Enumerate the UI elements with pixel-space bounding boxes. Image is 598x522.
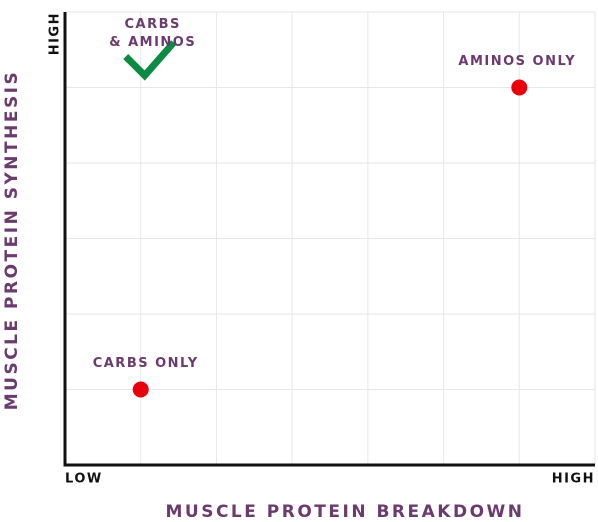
point xyxy=(511,79,528,96)
x-tick-label: HIGH xyxy=(552,472,595,487)
x-axis-title: MUSCLE PROTEIN BREAKDOWN xyxy=(165,502,524,522)
y-tick-label: HIGH xyxy=(48,12,63,55)
y-axis-title: MUSCLE PROTEIN SYNTHESIS xyxy=(2,70,22,411)
point xyxy=(132,381,149,398)
check-mark xyxy=(123,40,177,81)
point-label: & AMINOS xyxy=(109,35,196,50)
point-label: CARBS ONLY xyxy=(93,356,199,371)
point-label: CARBS xyxy=(125,17,181,32)
point-label: AMINOS ONLY xyxy=(458,54,576,69)
x-tick-label: LOW xyxy=(65,472,103,487)
